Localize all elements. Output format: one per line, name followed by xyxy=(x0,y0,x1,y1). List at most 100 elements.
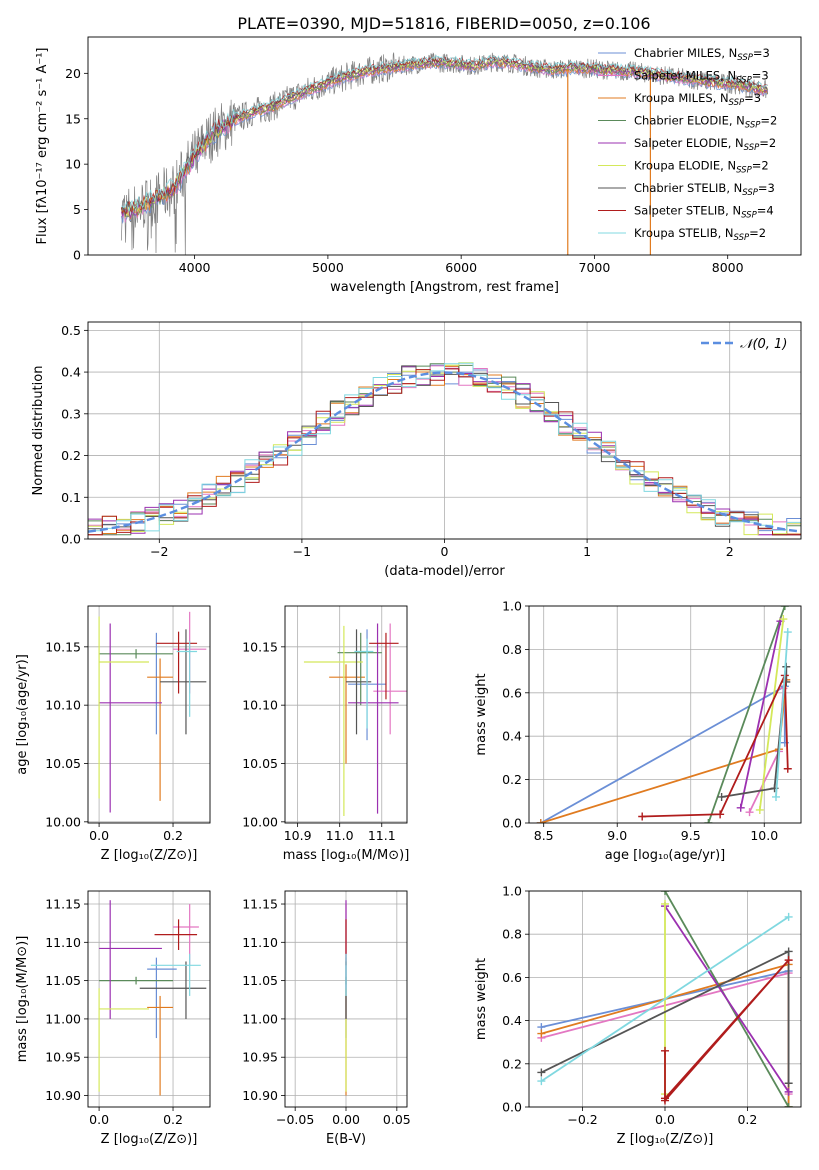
x-axis-label: Z [log₁₀(Z/Z⊙)] xyxy=(101,848,198,863)
y-tick-label: 10.90 xyxy=(242,1088,278,1103)
legend-label-text: Salpeter MILES, N xyxy=(634,69,736,83)
axes-frame xyxy=(87,321,802,540)
x-tick-label: 0.05 xyxy=(383,1112,411,1127)
legend-label-tail: =3 xyxy=(753,46,770,60)
legend-label-sub: SSP xyxy=(745,121,761,131)
point-marker-salpeter_stelib xyxy=(784,956,793,965)
chart-spectrum: 4000 5000 6000 7000 8000 0 5 10 15 20 wavelength [… xyxy=(35,36,802,295)
y-tick-label: 0.2 xyxy=(502,772,522,787)
x-axis-label: E(B-V) xyxy=(326,1132,366,1147)
x-tick-label: 0.2 xyxy=(163,1112,183,1127)
legend-label-chabrier_stelib: Chabrier STELIB, NSSP=3 xyxy=(634,181,775,198)
legend-label-salpeter_stelib: Salpeter STELIB, NSSP=4 xyxy=(634,204,774,221)
legend-label-sub: SSP xyxy=(742,188,758,198)
legend-label-tail: =3 xyxy=(752,69,769,83)
point-marker-kroupa_stelib xyxy=(784,912,793,921)
legend-label-tail: =4 xyxy=(757,204,774,218)
axes-frame xyxy=(284,890,408,1108)
y-tick-label: 0.2 xyxy=(502,1056,522,1071)
x-tick-label: 7000 xyxy=(579,260,611,275)
y-tick-label: 0.6 xyxy=(502,970,522,985)
plot-area xyxy=(88,891,210,1107)
x-tick-label: 4000 xyxy=(179,260,211,275)
point-marker-salpeter_stelib xyxy=(638,812,647,821)
point-marker-salpeter_stelib xyxy=(661,1046,669,1055)
legend-label-normal: 𝒩(0, 1) xyxy=(740,337,787,352)
x-tick-label: 0.0 xyxy=(89,1112,109,1127)
y-tick-label: 11.15 xyxy=(242,897,278,912)
y-tick-label: 10.10 xyxy=(45,698,81,713)
y-tick-label: 11.05 xyxy=(45,973,81,988)
x-tick-label: 8.5 xyxy=(534,828,554,843)
legend-label-salpeter_elodie: Salpeter ELODIE, NSSP=2 xyxy=(634,136,776,153)
y-tick-label: 15 xyxy=(65,111,81,126)
series-line-salpeter_stelib xyxy=(664,959,790,1103)
legend-label-text: Kroupa STELIB, N xyxy=(634,226,734,240)
point-marker-chabrier_stelib xyxy=(784,947,793,956)
x-tick-label: 11.0 xyxy=(326,828,354,843)
marks xyxy=(98,611,207,813)
legend-label-sub: SSP xyxy=(741,211,757,221)
x-tick-label: 8000 xyxy=(712,260,744,275)
x-axis-label: Z [log₁₀(Z/Z⊙)] xyxy=(101,1132,198,1147)
x-axis-label: age [log₁₀(age/yr)] xyxy=(605,848,726,863)
x-tick-label: 9.0 xyxy=(607,828,627,843)
x-tick-label: 9.5 xyxy=(681,828,701,843)
point-marker-chabrier_elodie xyxy=(704,819,713,823)
y-tick-label: 0.0 xyxy=(502,1100,522,1115)
x-tick-label: 0.0 xyxy=(89,828,109,843)
point-marker-chabrier_elodie xyxy=(784,1103,793,1107)
y-tick-label: 0 xyxy=(73,248,81,263)
legend-label-sub: SSP xyxy=(744,143,760,153)
point-marker-kroupa_miles xyxy=(536,819,545,823)
legend-label-tail: =2 xyxy=(749,226,766,240)
legend-label-text: Salpeter STELIB, N xyxy=(634,204,741,218)
legend-label-sub: SSP xyxy=(737,53,753,63)
legend-label-kroupa_stelib: Kroupa STELIB, NSSP=2 xyxy=(634,226,766,243)
y-tick-label: 0.8 xyxy=(502,927,522,942)
y-axis-label: mass weight xyxy=(474,958,489,1040)
marks xyxy=(536,606,792,823)
point-marker-salpeter_stelib xyxy=(716,810,725,819)
y-tick-label: 0.0 xyxy=(61,532,81,547)
x-tick-label: 0.2 xyxy=(737,1112,757,1127)
x-tick-label: 10.9 xyxy=(284,828,312,843)
plot-area xyxy=(529,606,801,823)
x-tick-label: 10.0 xyxy=(750,828,778,843)
point-marker-kroupa_miles xyxy=(537,1029,546,1038)
legend-label-text: Salpeter ELODIE, N xyxy=(634,136,744,150)
marks xyxy=(537,891,793,1107)
histogram-kroupa_stelib xyxy=(88,362,801,532)
legend-label-chabrier_miles: Chabrier MILES, NSSP=3 xyxy=(634,46,770,63)
axes-frame xyxy=(284,605,408,824)
series-line-kroupa_stelib xyxy=(775,631,789,798)
x-tick-label: 0.2 xyxy=(163,828,183,843)
legend-label-tail: =2 xyxy=(752,159,769,173)
legend-label-chabrier_elodie: Chabrier ELODIE, NSSP=2 xyxy=(634,114,777,131)
series-line-kroupa_elodie xyxy=(758,618,785,811)
y-tick-label: 0.4 xyxy=(502,1013,522,1028)
x-axis-label: mass [log₁₀(M/M⊙)] xyxy=(283,848,410,863)
y-tick-label: 10.05 xyxy=(242,756,278,771)
legend-label-text: Kroupa ELODIE, N xyxy=(634,159,736,173)
x-tick-label: 0.0 xyxy=(655,1112,675,1127)
legend-label-tail: =2 xyxy=(760,114,777,128)
legend-label-text: Chabrier ELODIE, N xyxy=(634,114,745,128)
legend-label-sub: SSP xyxy=(729,98,745,108)
y-tick-label: 5 xyxy=(73,202,81,217)
y-tick-label: 20 xyxy=(65,66,81,81)
y-tick-label: 10.95 xyxy=(45,1050,81,1065)
y-tick-label: 10.95 xyxy=(242,1050,278,1065)
y-tick-label: 11.10 xyxy=(242,935,278,950)
point-marker-kroupa_stelib xyxy=(537,1077,546,1086)
chart-residuals: −2 −1 0 1 2 0.0 0.1 0.2 0.3 0.4 0.5 (data-model)/er… xyxy=(31,321,802,579)
y-tick-label: 0.2 xyxy=(61,448,81,463)
legend-label-salpeter_miles: Salpeter MILES, NSSP=3 xyxy=(634,69,769,86)
axes-frame xyxy=(87,890,211,1108)
legend-label-text: Chabrier MILES, N xyxy=(634,46,737,60)
y-axis-label: mass [log₁₀(M/M⊙)] xyxy=(15,936,30,1063)
chart-weight_vs_Z: −0.2 0.0 0.2 0.0 0.2 0.4 0.6 0.8 1.0 Z [log₁₀(Z/Z… xyxy=(474,884,802,1147)
series-line-salpeter_stelib xyxy=(642,675,789,818)
series-line-salpeter_elodie xyxy=(739,621,782,808)
